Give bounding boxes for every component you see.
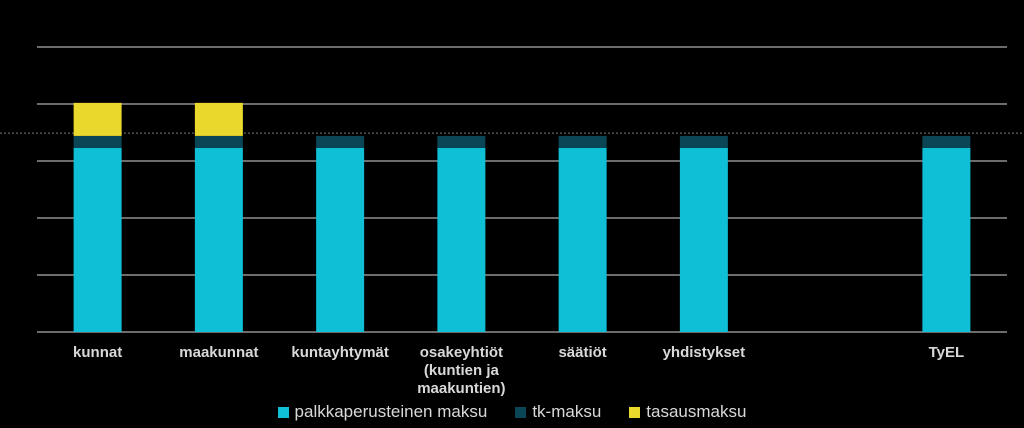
bar-segment xyxy=(679,147,728,332)
bar-segment xyxy=(73,102,122,136)
legend-item: tasausmaksu xyxy=(629,402,746,422)
x-tick-label: kunnat xyxy=(73,344,123,361)
legend-swatch xyxy=(629,406,641,418)
legend-swatch xyxy=(515,406,527,418)
legend-label: tasausmaksu xyxy=(646,402,747,421)
bar-segment xyxy=(73,135,122,148)
x-tick-label: yhdistykset xyxy=(662,344,746,361)
bar-segment xyxy=(194,135,243,148)
bar-segment xyxy=(437,135,486,148)
bar-segment xyxy=(316,135,365,148)
legend-swatch xyxy=(277,406,289,418)
bar-segment xyxy=(194,102,243,136)
bar-segment xyxy=(558,147,607,332)
x-tick-label: TyEL xyxy=(928,344,965,361)
bar-segment xyxy=(558,135,607,148)
legend-label: palkkaperusteinen maksu xyxy=(294,402,488,421)
bar-segment xyxy=(437,147,486,332)
legend-label: tk-maksu xyxy=(532,402,602,421)
x-tick-label: säätiöt xyxy=(558,344,607,361)
bar-segment xyxy=(922,135,971,148)
x-tick-label: osakeyhtiöt (kuntien ja maakuntien) xyxy=(417,344,506,397)
bar-segment xyxy=(194,147,243,332)
bar-segment xyxy=(679,135,728,148)
bar-segment xyxy=(922,147,971,332)
bar-segment xyxy=(73,147,122,332)
legend-item: tk-maksu xyxy=(515,402,601,422)
x-tick-label: maakunnat xyxy=(179,344,259,361)
legend: palkkaperusteinen maksu tk-maksu tasausmak… xyxy=(0,402,1024,423)
bar-segment xyxy=(316,147,365,332)
x-tick-label: kuntayhtymät xyxy=(291,344,389,361)
legend-item: palkkaperusteinen maksu xyxy=(277,402,488,422)
